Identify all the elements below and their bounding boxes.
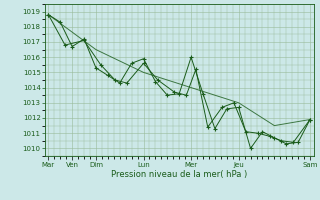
X-axis label: Pression niveau de la mer( hPa ): Pression niveau de la mer( hPa ) [111,170,247,179]
